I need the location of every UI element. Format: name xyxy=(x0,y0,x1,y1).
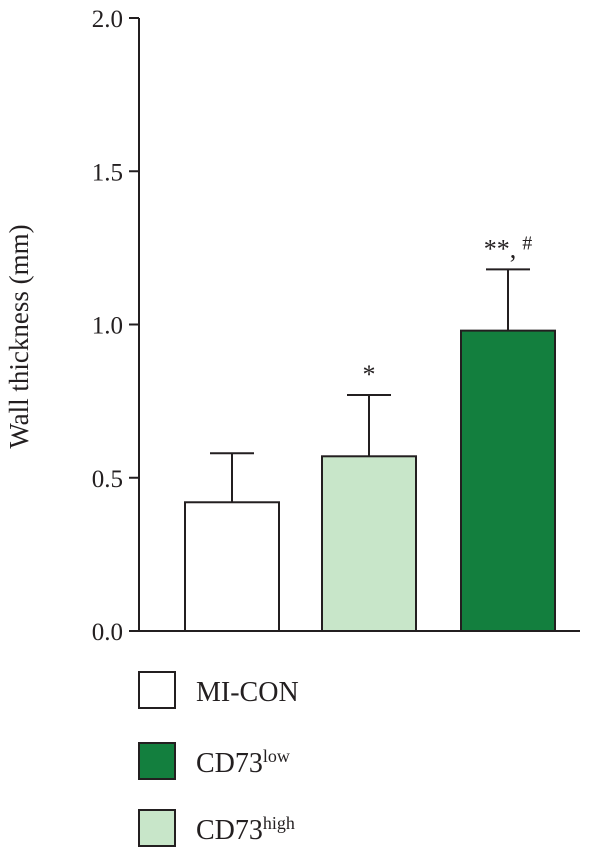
y-axis-title: Wall thickness (mm) xyxy=(4,224,34,448)
legend-swatch xyxy=(138,671,176,709)
bar-mi-con xyxy=(184,501,280,632)
bar-cd73low xyxy=(460,329,556,632)
significance-label: **, # xyxy=(484,232,533,263)
bars: * **, # xyxy=(184,232,556,633)
legend-label: CD73high xyxy=(196,813,295,846)
legend-swatch xyxy=(138,809,176,847)
y-ticks: 0.0 0.5 1.0 1.5 2.0 xyxy=(92,6,139,646)
legend: MI-CON CD73low CD73high xyxy=(138,671,299,847)
y-tick-label: 0.5 xyxy=(92,466,123,493)
legend-label: MI-CON xyxy=(196,677,299,708)
legend-label: CD73low xyxy=(196,746,290,779)
significance-label: * xyxy=(363,360,376,389)
bar-cd73high xyxy=(321,455,417,633)
y-tick-label: 0.0 xyxy=(92,619,123,646)
y-tick-label: 2.0 xyxy=(92,6,123,33)
y-tick-label: 1.0 xyxy=(92,313,123,340)
y-tick-label: 1.5 xyxy=(92,159,123,186)
legend-swatch xyxy=(138,742,176,780)
